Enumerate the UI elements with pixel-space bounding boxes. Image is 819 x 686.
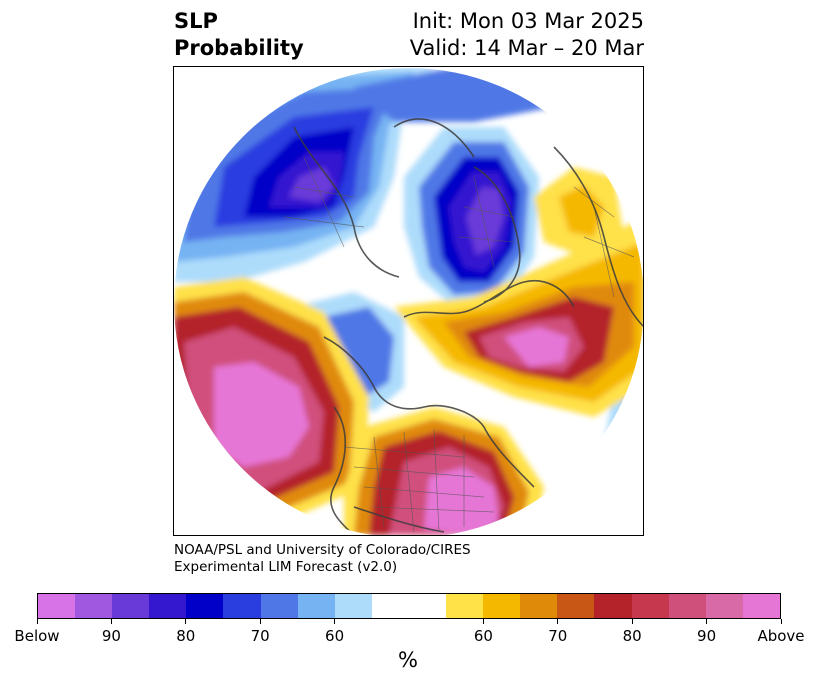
colorbar-swatch <box>446 594 484 618</box>
colorbar-swatch <box>408 594 447 618</box>
colorbar-tick-label: 90 <box>101 627 121 645</box>
colorbar-tick-mark <box>706 619 708 624</box>
colorbar-tick-label: 60 <box>325 627 345 645</box>
colorbar-swatch <box>75 594 113 618</box>
colorbar-swatch <box>260 594 298 618</box>
colorbar-swatch <box>668 594 706 618</box>
colorbar-tick-mark <box>259 619 261 624</box>
colorbar-swatch <box>742 594 780 618</box>
map-panel <box>173 66 644 536</box>
colorbar-swatch <box>557 594 595 618</box>
colorbar-tick-label: Above <box>757 627 805 645</box>
colorbar-swatch <box>334 594 372 618</box>
credit-line-1: NOAA/PSL and University of Colorado/CIRE… <box>174 542 471 558</box>
colorbar-tick-mark <box>334 619 336 624</box>
colorbar-unit: % <box>398 648 418 672</box>
colorbar-tick-mark <box>780 619 782 624</box>
title-left: SLP Probability <box>174 8 304 62</box>
colorbar-tick-label: 70 <box>250 627 270 645</box>
colorbar-tick-mark <box>36 619 38 624</box>
polar-probability-map <box>174 68 643 535</box>
colorbar-swatch <box>112 594 150 618</box>
title-right: Init: Mon 03 Mar 2025 Valid: 14 Mar – 20… <box>410 8 644 62</box>
colorbar-tick-label: 60 <box>473 627 493 645</box>
colorbar-tick-label: 90 <box>697 627 717 645</box>
colorbar-tick-label: 70 <box>548 627 568 645</box>
colorbar-swatch <box>38 594 76 618</box>
title-type: Probability <box>174 36 304 60</box>
init-date: Init: Mon 03 Mar 2025 <box>412 9 644 33</box>
colorbar-tick-mark <box>557 619 559 624</box>
colorbar-swatch <box>297 594 335 618</box>
colorbar-tick-mark <box>110 619 112 624</box>
colorbar-swatch <box>705 594 743 618</box>
colorbar-tick-label: 80 <box>622 627 642 645</box>
colorbar-swatch <box>483 594 521 618</box>
title-variable: SLP <box>174 9 218 33</box>
colorbar-swatch <box>594 594 632 618</box>
valid-range: Valid: 14 Mar – 20 Mar <box>409 36 644 60</box>
colorbar-swatch <box>520 594 558 618</box>
colorbar-swatch <box>223 594 261 618</box>
colorbar-tick-label: 80 <box>176 627 196 645</box>
credit-text: NOAA/PSL and University of Colorado/CIRE… <box>174 542 471 576</box>
colorbar-swatch <box>371 594 409 618</box>
colorbar-tick-label: Below <box>14 627 60 645</box>
colorbar-tick-mark <box>482 619 484 624</box>
colorbar-tick-mark <box>631 619 633 624</box>
colorbar-swatch <box>631 594 669 618</box>
credit-line-2: Experimental LIM Forecast (v2.0) <box>174 559 398 575</box>
colorbar-tick-mark <box>185 619 187 624</box>
colorbar <box>37 593 781 619</box>
colorbar-swatch <box>149 594 187 618</box>
colorbar-swatch <box>186 594 224 618</box>
